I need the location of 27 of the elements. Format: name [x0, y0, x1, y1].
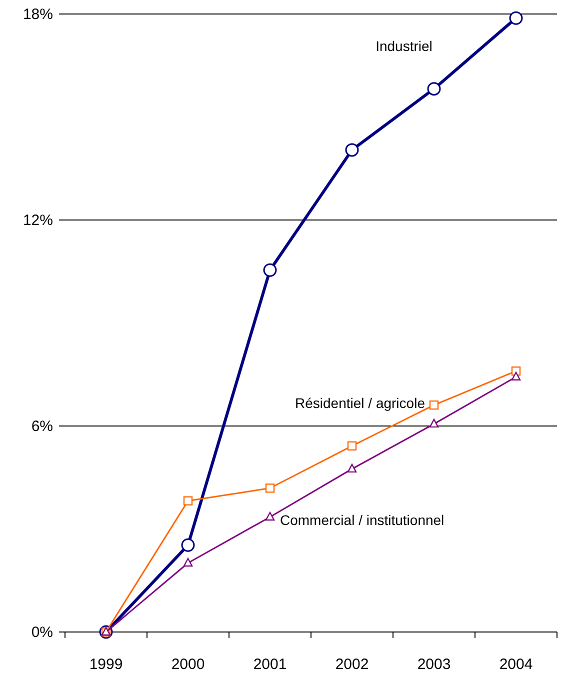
x-tick-label: 2000 [171, 656, 205, 673]
point [183, 558, 193, 567]
series-label: Résidentiel / agricole [295, 394, 426, 411]
point [347, 464, 357, 473]
x-tick-label: 1999 [89, 656, 123, 673]
y-tick-label: 6% [31, 418, 53, 435]
point [429, 400, 439, 410]
point [509, 11, 523, 25]
x-tick-label: 2003 [417, 656, 451, 673]
y-tick-label: 18% [22, 6, 53, 23]
x-tick-label: 2001 [253, 656, 287, 673]
point [265, 512, 275, 521]
point [427, 82, 441, 96]
point [181, 538, 195, 552]
series-label: Commercial / institutionnel [280, 512, 444, 528]
series-label: Industriel [376, 38, 432, 54]
point [347, 441, 357, 451]
point [263, 263, 277, 277]
y-tick-label: 12% [22, 212, 53, 229]
point [345, 143, 359, 157]
point [511, 372, 521, 381]
point [429, 418, 439, 428]
x-tick-label: 2004 [499, 656, 533, 673]
x-tick-label: 2002 [335, 656, 369, 673]
point [265, 484, 275, 493]
point [183, 496, 193, 506]
y-tick-label: 0% [31, 624, 53, 641]
